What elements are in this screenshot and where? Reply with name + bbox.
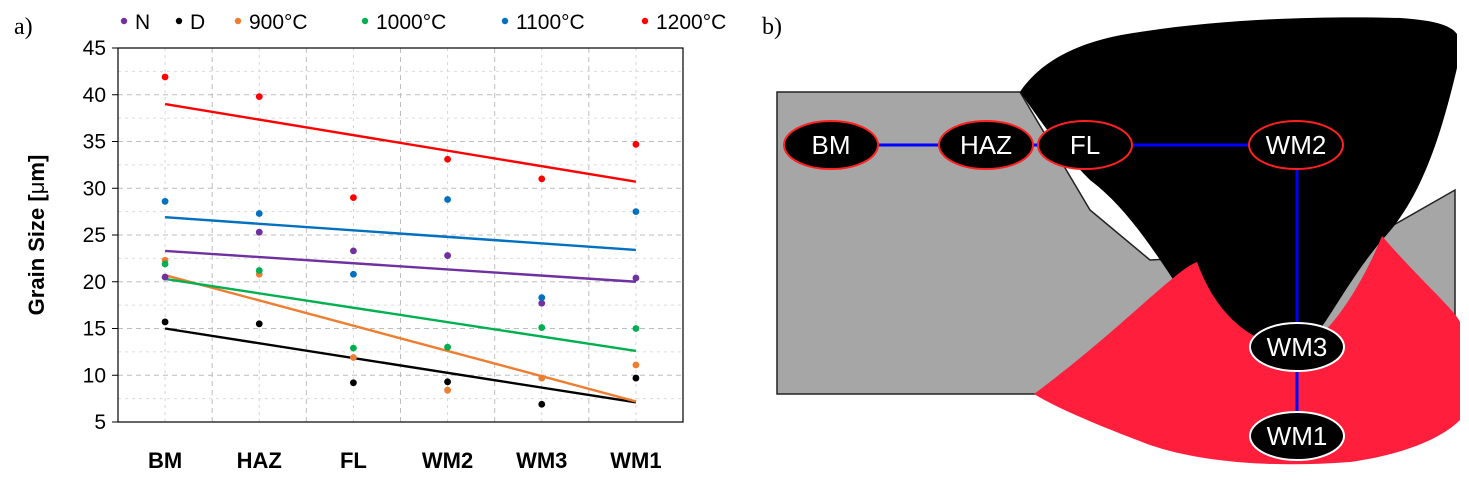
- panel-b-label: b): [762, 14, 782, 40]
- trend-line: [164, 274, 637, 403]
- data-point: [350, 270, 357, 278]
- trend-lines: [164, 102, 637, 404]
- legend-marker: [120, 17, 128, 25]
- node-fl: FL: [1037, 120, 1133, 170]
- data-point: [350, 194, 357, 202]
- node-bm: BM: [783, 120, 879, 170]
- data-point: [161, 73, 169, 81]
- data-point: [538, 299, 546, 307]
- data-point: [444, 252, 451, 259]
- data-point: [444, 155, 451, 163]
- data-point: [161, 197, 169, 205]
- y-tick-label: 40: [83, 84, 106, 107]
- data-point: [350, 354, 357, 361]
- weld-bead: [1020, 17, 1457, 351]
- data-point: [161, 260, 169, 268]
- x-tick-label: WM1: [610, 448, 661, 473]
- node-fl-label: FL: [1070, 130, 1100, 160]
- trend-line: [165, 249, 636, 283]
- legend-marker: [234, 17, 242, 25]
- y-tick-label: 10: [83, 364, 106, 387]
- legend-label: 1200°C: [656, 11, 726, 34]
- data-point: [161, 273, 169, 281]
- legend-label: 1000°C: [376, 11, 446, 34]
- x-tick-label: FL: [340, 448, 367, 473]
- data-point: [632, 325, 640, 332]
- node-wm3-label: WM3: [1267, 332, 1328, 362]
- data-point: [255, 210, 263, 217]
- data-point: [538, 324, 546, 331]
- data-point: [538, 400, 546, 408]
- legend-marker: [641, 17, 649, 25]
- x-tick-label: HAZ: [237, 448, 282, 473]
- node-haz-label: HAZ: [960, 130, 1012, 160]
- legend-label: D: [190, 11, 205, 34]
- y-tick-label: 35: [83, 131, 106, 154]
- data-point: [444, 343, 451, 351]
- trend-line: [164, 327, 637, 404]
- legend-marker: [501, 17, 509, 25]
- y-tick-label: 5: [94, 411, 106, 434]
- chart-gridlines: [118, 48, 683, 422]
- data-point: [350, 247, 357, 255]
- x-tick-label: BM: [148, 448, 182, 473]
- data-point: [255, 228, 263, 236]
- node-haz: HAZ: [938, 120, 1034, 170]
- y-tick-label: 20: [83, 271, 106, 294]
- node-wm3: WM3: [1249, 322, 1345, 372]
- weld-root: [1034, 236, 1460, 465]
- data-point: [444, 196, 451, 203]
- data-point: [161, 318, 169, 326]
- y-tick-label: 45: [83, 37, 106, 60]
- data-point: [632, 361, 640, 369]
- trend-line: [164, 277, 637, 353]
- x-tick-label: WM3: [516, 448, 567, 473]
- weld-cross-section: BM HAZ FL WM2 WM3 WM1: [776, 17, 1460, 465]
- data-point: [350, 379, 357, 387]
- data-points: [161, 73, 640, 408]
- grain-size-chart: 5 10 15 20 25 30 35 40 45 BM HAZ FL WM2 WM3 WM1 Grain…: [24, 37, 684, 473]
- trend-line: [165, 216, 636, 252]
- y-tick-label: 15: [83, 318, 106, 341]
- x-tick-label: WM2: [422, 448, 473, 473]
- y-tick-label: 30: [83, 177, 106, 200]
- legend-label: N: [135, 11, 150, 34]
- node-wm1-label: WM1: [1267, 421, 1328, 451]
- node-bm-label: BM: [812, 130, 851, 160]
- legend-marker: [175, 17, 183, 25]
- data-point: [632, 208, 640, 216]
- chart-legend: N D 900°C 1000°C 1100°C 1200°C: [120, 11, 726, 34]
- data-point: [538, 175, 546, 183]
- data-point: [632, 274, 640, 282]
- data-point: [632, 374, 640, 382]
- x-axis-ticks: BM HAZ FL WM2 WM3 WM1: [148, 448, 662, 473]
- data-point: [350, 344, 357, 352]
- y-tick-label: 25: [83, 224, 106, 247]
- data-point: [255, 93, 263, 101]
- data-point: [255, 320, 263, 328]
- y-axis-title: Grain Size [μm]: [24, 155, 49, 316]
- trend-line: [164, 102, 637, 183]
- legend-label: 1100°C: [516, 11, 585, 34]
- panel-a-label: a): [14, 14, 33, 40]
- legend-marker: [361, 17, 369, 25]
- data-point: [538, 294, 546, 302]
- node-wm2-label: WM2: [1266, 130, 1327, 160]
- data-point: [632, 140, 640, 148]
- data-point: [444, 386, 451, 394]
- data-point: [444, 378, 451, 386]
- y-axis-ticks: 5 10 15 20 25 30 35 40 45: [83, 37, 118, 434]
- data-point: [538, 374, 546, 382]
- node-wm1: WM1: [1249, 411, 1345, 461]
- node-wm2: WM2: [1248, 120, 1344, 170]
- data-point: [255, 267, 263, 274]
- legend-label: 900°C: [249, 11, 308, 34]
